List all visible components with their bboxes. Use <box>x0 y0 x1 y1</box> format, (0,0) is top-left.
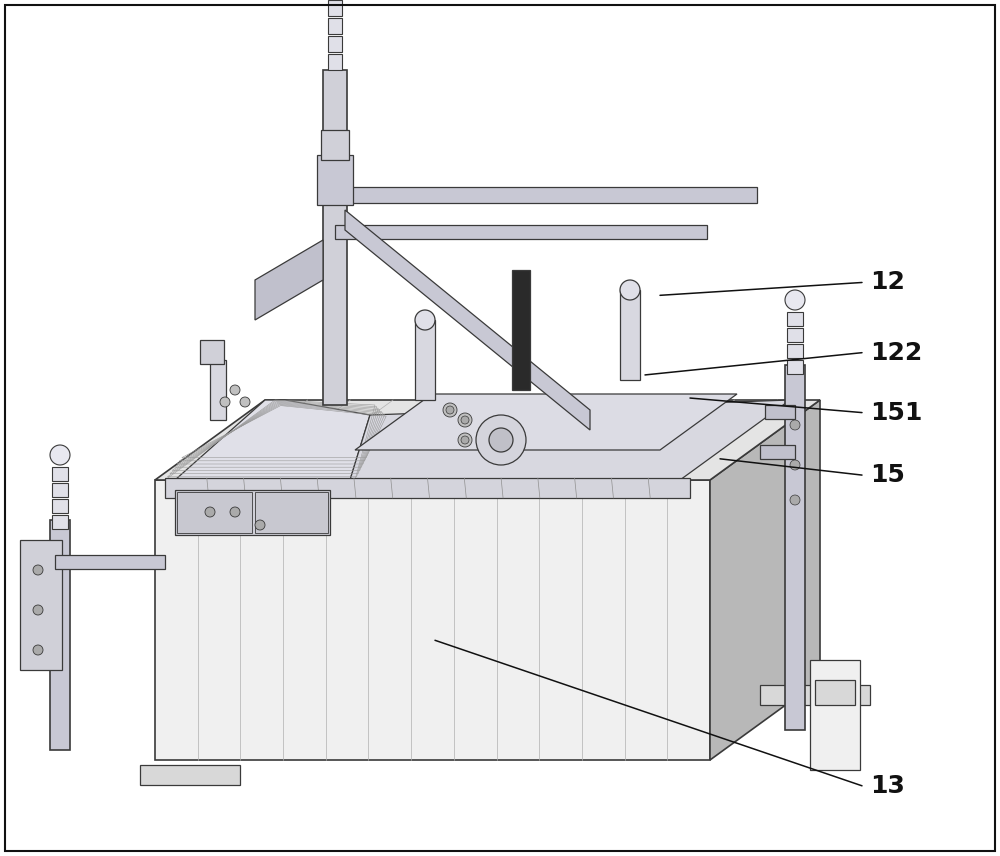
Circle shape <box>620 280 640 300</box>
Bar <box>210 360 226 420</box>
Circle shape <box>790 460 800 470</box>
Polygon shape <box>345 210 590 430</box>
Bar <box>787 360 803 374</box>
Bar <box>760 445 795 459</box>
Polygon shape <box>815 680 855 705</box>
Text: 151: 151 <box>870 401 922 425</box>
Polygon shape <box>760 685 870 705</box>
Circle shape <box>230 385 240 395</box>
Bar <box>328 0 342 16</box>
Bar <box>323 70 347 405</box>
Bar <box>321 130 349 160</box>
Bar <box>317 155 353 205</box>
Circle shape <box>446 406 454 414</box>
Polygon shape <box>165 478 690 498</box>
Bar <box>787 312 803 326</box>
Circle shape <box>461 436 469 444</box>
Bar <box>512 270 530 390</box>
Circle shape <box>461 416 469 424</box>
Polygon shape <box>140 765 240 785</box>
Circle shape <box>476 415 526 465</box>
Circle shape <box>458 413 472 427</box>
Circle shape <box>458 433 472 447</box>
Bar <box>328 18 342 34</box>
Bar <box>765 405 795 419</box>
Bar <box>335 225 707 239</box>
Bar <box>787 328 803 342</box>
Circle shape <box>240 397 250 407</box>
Circle shape <box>220 397 230 407</box>
Bar <box>255 492 328 533</box>
Circle shape <box>785 290 805 310</box>
Circle shape <box>230 507 240 517</box>
Polygon shape <box>350 400 790 480</box>
Circle shape <box>790 420 800 430</box>
Bar <box>620 290 640 380</box>
Bar <box>787 344 803 358</box>
Bar <box>52 483 68 497</box>
Bar <box>20 540 62 670</box>
Bar <box>175 490 330 535</box>
Bar <box>52 515 68 529</box>
Text: 12: 12 <box>870 270 905 294</box>
Bar <box>328 36 342 52</box>
Bar <box>785 365 805 730</box>
Bar <box>52 499 68 513</box>
Text: 15: 15 <box>870 463 905 487</box>
Polygon shape <box>810 660 860 770</box>
Circle shape <box>255 520 265 530</box>
Circle shape <box>489 428 513 452</box>
Bar <box>177 492 252 533</box>
Circle shape <box>415 310 435 330</box>
Polygon shape <box>355 394 737 450</box>
Bar <box>50 520 70 750</box>
Circle shape <box>33 645 43 655</box>
Polygon shape <box>155 480 710 760</box>
Circle shape <box>443 403 457 417</box>
Bar <box>55 555 165 569</box>
Circle shape <box>50 445 70 465</box>
Bar <box>328 54 342 70</box>
Polygon shape <box>710 400 820 760</box>
Polygon shape <box>255 240 323 320</box>
Polygon shape <box>175 400 370 480</box>
Circle shape <box>790 495 800 505</box>
Bar <box>415 320 435 400</box>
Circle shape <box>33 565 43 575</box>
Circle shape <box>205 507 215 517</box>
Circle shape <box>33 605 43 615</box>
Bar <box>52 467 68 481</box>
Text: 13: 13 <box>870 774 905 798</box>
Polygon shape <box>155 400 820 480</box>
Text: 122: 122 <box>870 341 922 365</box>
Bar <box>200 340 224 364</box>
Bar <box>335 187 757 203</box>
